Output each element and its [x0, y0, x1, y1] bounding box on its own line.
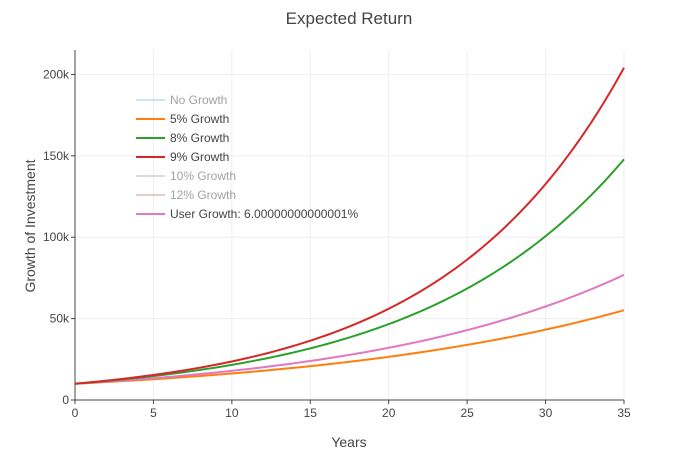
x-axis-title: Years [331, 434, 366, 450]
y-tick-label: 50k [50, 312, 70, 326]
axes-layer: 0 5 10 15 20 25 30 35 0 50k 100k 150k 200k [43, 50, 631, 420]
y-tick-label: 0 [62, 393, 69, 407]
legend-item[interactable]: 5% Growth [136, 112, 229, 126]
legend-item[interactable]: 12% Growth [136, 188, 236, 202]
series-layer [74, 67, 625, 385]
y-tick-label: 100k [43, 230, 70, 244]
legend-label: User Growth: 6.00000000000001% [170, 207, 358, 221]
x-tick-label: 0 [72, 406, 79, 420]
x-tick-label: 35 [617, 406, 631, 420]
grid-layer [75, 50, 625, 400]
legend-item[interactable]: 8% Growth [136, 131, 229, 145]
legend-item[interactable]: User Growth: 6.00000000000001% [136, 207, 358, 221]
legend-label: 12% Growth [170, 188, 236, 202]
series-line-9-growth [74, 67, 625, 385]
y-axis-title: Growth of Investment [22, 159, 38, 292]
chart-title: Expected Return [286, 9, 413, 28]
x-tick-label: 10 [225, 406, 239, 420]
legend-label: 9% Growth [170, 150, 229, 164]
x-tick-label: 30 [539, 406, 553, 420]
legend[interactable]: No Growth 5% Growth 8% Growth 9% Growth 10% … [136, 93, 358, 221]
series-line-5-growth [74, 309, 625, 385]
legend-item[interactable]: 9% Growth [136, 150, 229, 164]
legend-item[interactable]: 10% Growth [136, 169, 236, 183]
x-tick-label: 15 [304, 406, 318, 420]
legend-item[interactable]: No Growth [136, 93, 227, 107]
series-line-user-growth-6-00000000000001 [74, 273, 625, 385]
x-tick-label: 20 [382, 406, 396, 420]
legend-label: 10% Growth [170, 169, 236, 183]
legend-label: No Growth [170, 93, 227, 107]
x-tick-label: 25 [460, 406, 474, 420]
legend-label: 5% Growth [170, 112, 229, 126]
legend-label: 8% Growth [170, 131, 229, 145]
y-tick-label: 150k [43, 149, 70, 163]
y-tick-label: 200k [43, 67, 70, 81]
series-line-8-growth [74, 158, 625, 385]
x-tick-label: 5 [150, 406, 157, 420]
